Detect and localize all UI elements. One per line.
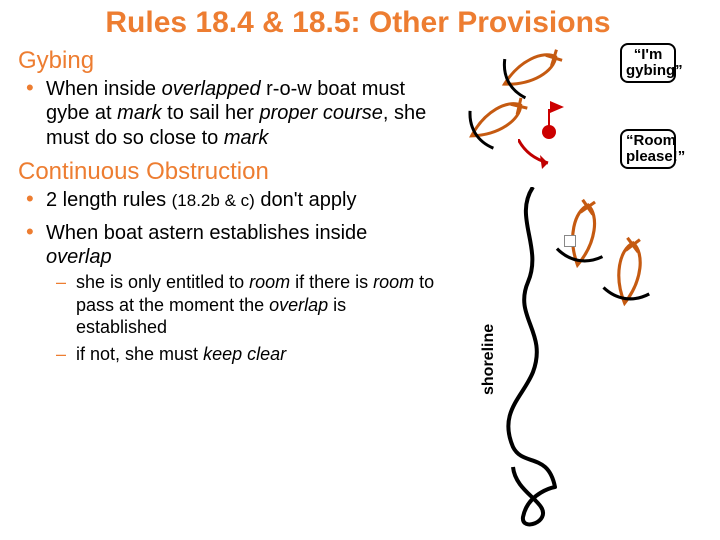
- shoreline-label: shoreline: [480, 324, 498, 395]
- obstruction-sub-1: she is only entitled to room if there is…: [76, 271, 438, 339]
- diagram: “I'm gybing” “Room please!” shoreline: [438, 39, 720, 373]
- gybing-bullet: When inside overlapped r-o-w boat must g…: [46, 77, 438, 150]
- obstruction-bullet-2: When boat astern establishes inside over…: [46, 221, 438, 366]
- obstruction-bullet-1: 2 length rules (18.2b & c) don't apply: [46, 188, 438, 212]
- section-obstruction-head: Continuous Obstruction: [18, 158, 438, 186]
- shoreline-icon: [493, 187, 593, 527]
- slide-title: Rules 18.4 & 18.5: Other Provisions: [88, 0, 628, 39]
- obstruction-sub-2: if not, she must keep clear: [76, 343, 438, 366]
- section-gybing-head: Gybing: [18, 47, 438, 75]
